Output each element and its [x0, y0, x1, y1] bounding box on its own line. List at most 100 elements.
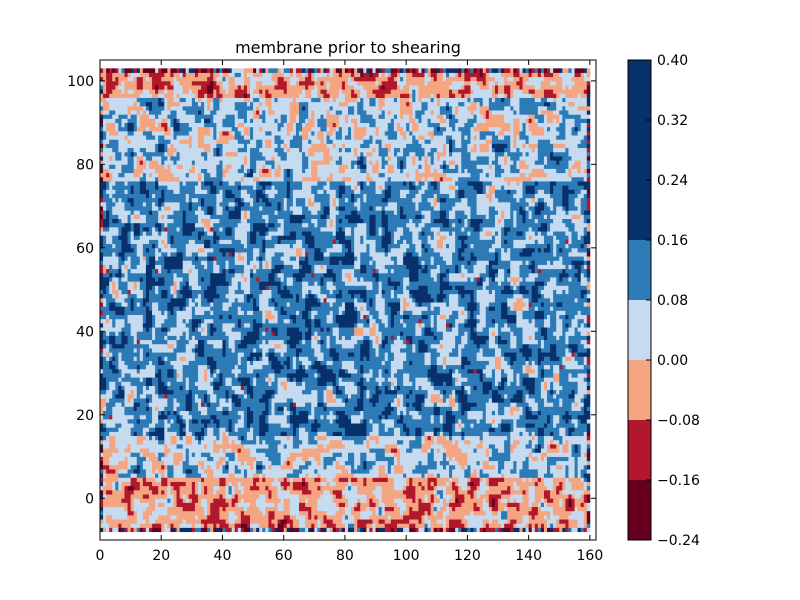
contour-cell	[286, 494, 291, 499]
contour-cell	[268, 477, 272, 482]
contour-cell	[204, 406, 208, 411]
contour-cell	[442, 489, 447, 495]
contour-cell	[491, 444, 496, 449]
contour-cell	[118, 423, 122, 428]
contour-cell	[547, 406, 551, 411]
contour-cell	[213, 460, 217, 466]
contour-cell	[179, 514, 184, 520]
contour-cell	[458, 410, 462, 416]
contour-cell	[424, 460, 428, 466]
contour-cell	[424, 406, 428, 411]
contour-cell	[127, 527, 132, 533]
contour-cell	[314, 485, 318, 491]
contour-cell	[387, 489, 392, 495]
contour-cell	[201, 514, 205, 520]
contour-cell	[213, 444, 217, 449]
contour-cell	[292, 427, 297, 432]
contour-cell	[556, 498, 560, 503]
contour-cell	[148, 398, 153, 403]
contour-cell	[396, 410, 401, 416]
contour-cell	[415, 514, 419, 520]
contour-cell	[320, 510, 324, 516]
contour-cell	[179, 456, 184, 462]
contour-cell	[274, 452, 278, 457]
contour-cell	[332, 431, 337, 437]
contour-cell	[501, 527, 505, 533]
contour-cell	[250, 423, 254, 428]
contour-cell	[504, 477, 508, 482]
contour-cell	[161, 481, 165, 487]
contour-cell	[148, 452, 153, 457]
contour-cell	[311, 498, 315, 503]
contour-cell	[286, 464, 291, 470]
contour-cell	[421, 489, 425, 495]
contour-cell	[583, 489, 588, 495]
contour-cell	[222, 489, 226, 495]
contour-cell	[537, 510, 542, 516]
contour-cell	[507, 460, 511, 466]
contour-cell	[130, 460, 135, 466]
contour-cell	[100, 410, 104, 416]
contour-cell	[152, 473, 156, 478]
contour-cell	[335, 510, 340, 516]
contour-cell	[559, 402, 563, 407]
contour-cell	[400, 410, 404, 416]
contour-cell	[118, 435, 122, 441]
contour-cell	[344, 502, 349, 507]
contour-cell	[106, 473, 110, 478]
contour-cell	[219, 452, 223, 457]
contour-cell	[415, 477, 419, 482]
contour-cell	[243, 498, 248, 503]
contour-cell	[562, 506, 566, 512]
contour-cell	[354, 498, 358, 503]
contour-cell	[424, 473, 428, 478]
contour-cell	[400, 473, 404, 478]
contour-cell	[488, 414, 493, 420]
contour-cell	[280, 423, 285, 428]
contour-cell	[562, 431, 566, 437]
contour-cell	[262, 431, 266, 437]
contour-cell	[559, 456, 563, 462]
contour-cell	[338, 481, 343, 487]
contour-cell	[455, 489, 459, 495]
contour-cell	[461, 448, 465, 453]
contour-cell	[332, 464, 337, 470]
contour-cell	[262, 494, 266, 499]
contour-cell	[442, 456, 447, 462]
contour-cell	[427, 414, 432, 420]
contour-cell	[136, 460, 141, 466]
contour-cell	[237, 448, 242, 453]
contour-cell	[320, 452, 324, 457]
contour-cell	[329, 410, 334, 416]
contour-cell	[103, 435, 107, 441]
contour-cell	[210, 469, 214, 474]
contour-cell	[445, 485, 450, 491]
contour-cell	[182, 460, 187, 466]
contour-cell	[271, 464, 275, 470]
contour-cell	[219, 485, 223, 491]
contour-cell	[161, 510, 165, 516]
contour-cell	[332, 494, 337, 499]
contour-cell	[259, 464, 263, 470]
contour-cell	[335, 498, 340, 503]
contour-cell	[550, 460, 554, 466]
contour-cell	[231, 477, 236, 482]
contour-cell	[268, 427, 272, 432]
contour-cell	[256, 418, 260, 424]
contour-cell	[344, 514, 349, 520]
contour-cell	[550, 477, 554, 482]
contour-cell	[458, 527, 462, 533]
contour-cell	[559, 477, 563, 482]
contour-cell	[366, 485, 370, 491]
contour-cell	[280, 469, 285, 474]
contour-cell	[109, 448, 113, 453]
contour-cell	[103, 427, 107, 432]
contour-cell	[332, 410, 337, 416]
contour-cell	[295, 523, 300, 528]
contour-cell	[317, 502, 321, 507]
contour-cell	[161, 460, 165, 466]
contour-cell	[167, 398, 171, 403]
contour-cell	[179, 469, 184, 474]
contour-cell	[406, 510, 410, 516]
contour-cell	[201, 435, 205, 441]
